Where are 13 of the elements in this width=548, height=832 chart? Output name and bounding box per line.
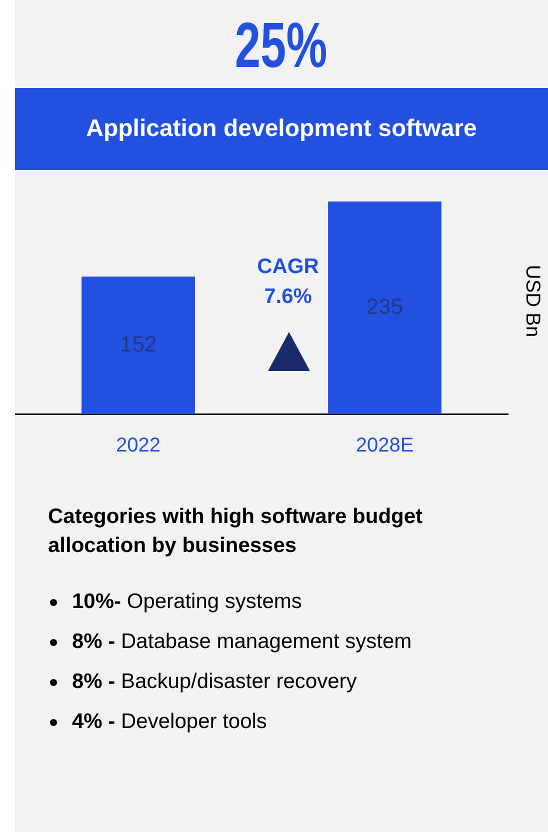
x-tick-label: 2022: [116, 434, 160, 457]
text: 4% - Developer tools: [71, 709, 268, 735]
chart-title: 25%: [235, 8, 328, 82]
text: Categories with high software budget allocation by businesses: [48, 504, 424, 559]
text: 10%- Operating systems: [71, 589, 303, 615]
text: 8% - Database management system: [71, 629, 413, 655]
data-label: 235: [366, 294, 404, 319]
text: 8% - Backup/disaster recovery: [71, 669, 358, 695]
chart-subtitle: Application development software: [15, 88, 548, 170]
x-tick-label: 2028E: [356, 434, 414, 457]
annotation: CAGR 7.6%: [256, 254, 320, 310]
y-axis-title: USD Bn: [521, 264, 544, 338]
data-label: 152: [120, 331, 157, 356]
